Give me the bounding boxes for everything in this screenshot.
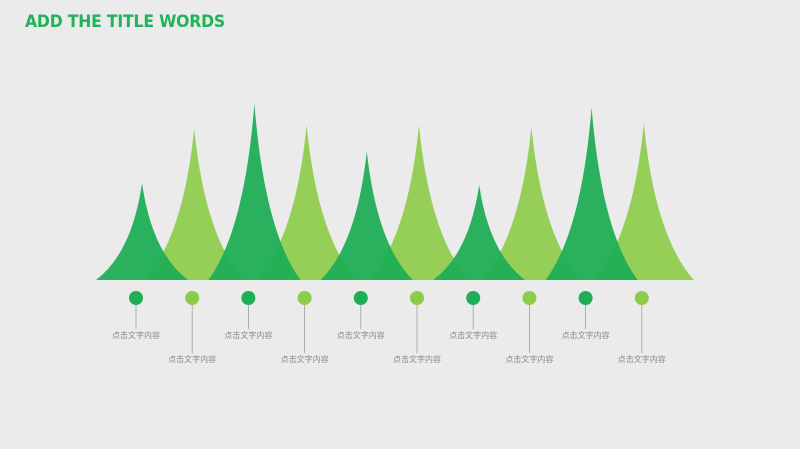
marker-dot-5 — [353, 291, 368, 305]
peaks-layer — [96, 104, 694, 281]
marker-dot-7 — [466, 291, 481, 305]
peak-9 — [545, 107, 638, 281]
peak-label-10: 点击文字内容 — [618, 354, 666, 364]
slide-title: ADD THE TITLE WORDS — [25, 12, 225, 32]
marker-dot-3 — [241, 291, 256, 305]
marker-dot-4 — [297, 291, 312, 305]
peak-5 — [320, 151, 413, 280]
peak-label-3: 点击文字内容 — [224, 330, 272, 340]
marker-dot-1 — [129, 291, 143, 305]
peak-1 — [96, 183, 188, 280]
peak-7 — [433, 184, 526, 280]
peak-label-5: 点击文字内容 — [337, 330, 385, 340]
peak-label-6: 点击文字内容 — [393, 354, 441, 364]
marker-dot-10 — [634, 291, 649, 305]
peak-8 — [481, 126, 582, 280]
marker-dot-8 — [522, 291, 537, 305]
dots-layer — [129, 291, 649, 305]
peak-label-1: 点击文字内容 — [112, 330, 160, 340]
peak-label-9: 点击文字内容 — [562, 330, 610, 340]
marker-dot-6 — [410, 291, 424, 305]
marker-dot-2 — [185, 291, 200, 305]
peak-label-7: 点击文字内容 — [449, 330, 497, 340]
peak-4 — [256, 125, 357, 281]
connectors-layer — [135, 305, 643, 353]
labels-layer: 点击文字内容点击文字内容点击文字内容点击文字内容点击文字内容点击文字内容点击文字… — [112, 330, 666, 364]
peak-label-8: 点击文字内容 — [505, 354, 553, 364]
peak-3 — [208, 104, 301, 280]
peak-label-2: 点击文字内容 — [168, 354, 216, 364]
peak-label-4: 点击文字内容 — [281, 354, 329, 364]
peak-2 — [144, 128, 245, 280]
peak-6 — [369, 125, 469, 281]
marker-dot-9 — [578, 291, 593, 305]
peak-10 — [593, 123, 694, 280]
